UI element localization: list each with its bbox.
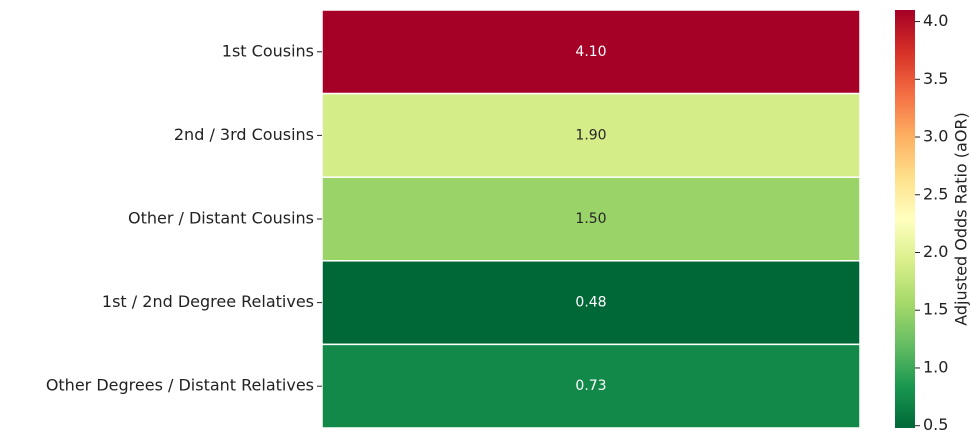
colorbar-tick-label: 1.0 (923, 357, 948, 376)
colorbar-tick-label: 2.5 (923, 184, 948, 203)
colorbar-tick-label: 1.5 (923, 300, 948, 319)
colorbar-tick-label: 2.0 (923, 242, 948, 261)
cell-label: 0.48 (575, 295, 606, 311)
cell-label: 0.73 (575, 378, 606, 394)
cell-label: 1.50 (575, 211, 606, 227)
colorbar-label: Adjusted Odds Ratio (aOR) (952, 112, 971, 326)
cell-label: 4.10 (575, 44, 606, 60)
y-tick-label: Other Degrees / Distant Relatives (46, 376, 314, 395)
colorbar-tick-label: 3.5 (923, 69, 948, 88)
colorbar-tick-label: 4.0 (923, 11, 948, 30)
colorbar (895, 10, 915, 428)
heatmap-cell (321, 260, 861, 346)
y-tick-label: 2nd / 3rd Cousins (174, 125, 314, 144)
colorbar-tick-label: 3.0 (923, 127, 948, 146)
y-tick-label: 1st / 2nd Degree Relatives (102, 292, 314, 311)
y-tick-label: Other / Distant Cousins (128, 209, 314, 228)
colorbar-tick-label: 0.5 (923, 415, 948, 434)
cell-label: 1.90 (575, 127, 606, 143)
heatmap-cell (321, 9, 861, 95)
heatmap-cell (321, 92, 861, 178)
y-tick-label: 1st Cousins (222, 41, 314, 60)
